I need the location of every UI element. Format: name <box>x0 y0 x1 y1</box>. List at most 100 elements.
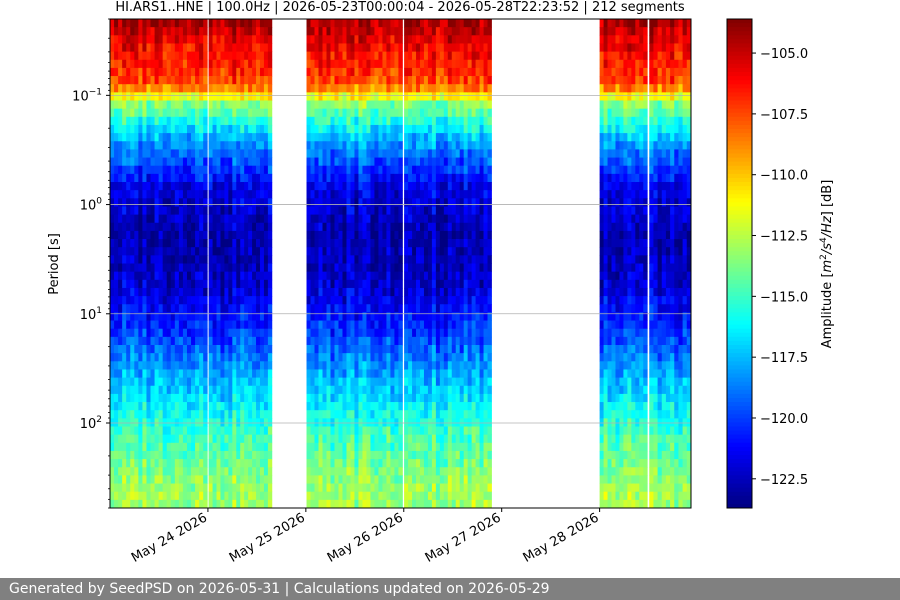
heatmap-cell <box>267 402 273 411</box>
heatmap-cell <box>122 165 127 175</box>
heatmap-cell <box>431 296 437 305</box>
heatmap-cell <box>346 402 351 411</box>
heatmap-cell <box>435 51 441 61</box>
heatmap-cell <box>186 369 192 378</box>
heatmap-cell <box>256 287 261 297</box>
heatmap-cell <box>455 255 461 264</box>
heatmap-cell <box>350 67 355 77</box>
heatmap-cell <box>447 124 453 134</box>
heatmap-cell <box>431 434 437 444</box>
heatmap-cell <box>378 100 383 110</box>
heatmap-cell <box>346 214 351 224</box>
heatmap-cell <box>267 255 273 264</box>
heatmap-cell <box>263 304 269 313</box>
heatmap-cell <box>158 239 164 248</box>
heatmap-cell <box>208 271 213 281</box>
heatmap-cell <box>346 467 351 476</box>
heatmap-cell <box>471 312 476 321</box>
heatmap-cell <box>322 173 327 183</box>
heatmap-cell <box>244 312 249 321</box>
heatmap-cell <box>435 459 441 468</box>
heatmap-cell <box>252 287 257 297</box>
heatmap-cell <box>170 108 176 118</box>
heatmap-cell <box>199 67 204 77</box>
heatmap-cell <box>174 450 180 460</box>
heatmap-cell <box>122 198 127 207</box>
heatmap-cell <box>248 320 253 330</box>
heatmap-cell <box>170 328 176 338</box>
heatmap-cell <box>248 336 253 346</box>
heatmap-cell <box>259 27 265 36</box>
heatmap-cell <box>142 467 147 476</box>
heatmap-cell <box>259 255 265 264</box>
heatmap-cell <box>378 19 383 28</box>
heatmap-cell <box>326 214 331 224</box>
heatmap-cell <box>220 393 225 403</box>
heatmap-cell <box>386 133 391 142</box>
heatmap-cell <box>342 27 347 36</box>
heatmap-cell <box>240 255 245 264</box>
heatmap-cell <box>134 450 139 460</box>
heatmap-cell <box>252 182 257 191</box>
heatmap-cell <box>386 467 391 476</box>
heatmap-cell <box>224 141 229 150</box>
heatmap-cell <box>404 198 409 207</box>
heatmap-cell <box>342 287 347 297</box>
heatmap-cell <box>306 222 311 232</box>
heatmap-cell <box>267 239 273 248</box>
heatmap-cell <box>342 459 347 468</box>
heatmap-cell <box>326 255 331 264</box>
heatmap-cell <box>256 51 261 61</box>
heatmap-cell <box>334 157 339 167</box>
heatmap-cell <box>118 271 123 281</box>
heatmap-cell <box>412 450 417 460</box>
heatmap-cell <box>236 67 241 77</box>
heatmap-cell <box>220 76 225 85</box>
heatmap-cell <box>318 141 323 150</box>
heatmap-cell <box>154 92 160 101</box>
heatmap-cell <box>354 76 359 85</box>
heatmap-cell <box>256 59 261 69</box>
heatmap-cell <box>358 27 363 36</box>
heatmap-cell <box>220 271 225 281</box>
heatmap-cell <box>404 230 409 240</box>
heatmap-cell <box>394 304 399 313</box>
heatmap-cell <box>394 377 399 387</box>
heatmap-cell <box>248 165 253 175</box>
heatmap-cell <box>150 345 155 354</box>
heatmap-cell <box>208 255 213 264</box>
heatmap-cell <box>146 410 151 419</box>
heatmap-cell <box>240 393 245 403</box>
heatmap-cell <box>220 442 225 452</box>
heatmap-cell <box>479 116 484 126</box>
heatmap-cell <box>350 450 355 460</box>
heatmap-cell <box>208 51 213 61</box>
heatmap-cell <box>439 263 445 273</box>
heatmap-cell <box>138 271 143 281</box>
heatmap-cell <box>236 491 241 501</box>
heatmap-cell <box>431 483 437 493</box>
heatmap-cell <box>366 67 371 77</box>
heatmap-cell <box>267 124 273 134</box>
heatmap-cell <box>174 116 180 126</box>
heatmap-cell <box>459 320 465 330</box>
heatmap-cell <box>306 108 311 118</box>
heatmap-cell <box>310 198 315 207</box>
heatmap-cell <box>318 467 323 476</box>
heatmap-cell <box>378 287 383 297</box>
heatmap-cell <box>354 116 359 126</box>
heatmap-cell <box>451 92 457 101</box>
heatmap-cell <box>142 345 147 354</box>
heatmap-cell <box>467 345 473 354</box>
heatmap-cell <box>248 475 253 484</box>
heatmap-cell <box>346 84 351 93</box>
heatmap-cell <box>220 51 225 61</box>
heatmap-cell <box>240 239 245 248</box>
heatmap-cell <box>252 483 257 493</box>
heatmap-cell <box>220 328 225 338</box>
heatmap-cell <box>467 198 473 207</box>
heatmap-cell <box>479 133 484 142</box>
heatmap-cell <box>118 353 123 362</box>
heatmap-cell <box>455 157 461 167</box>
heatmap-cell <box>248 92 253 101</box>
